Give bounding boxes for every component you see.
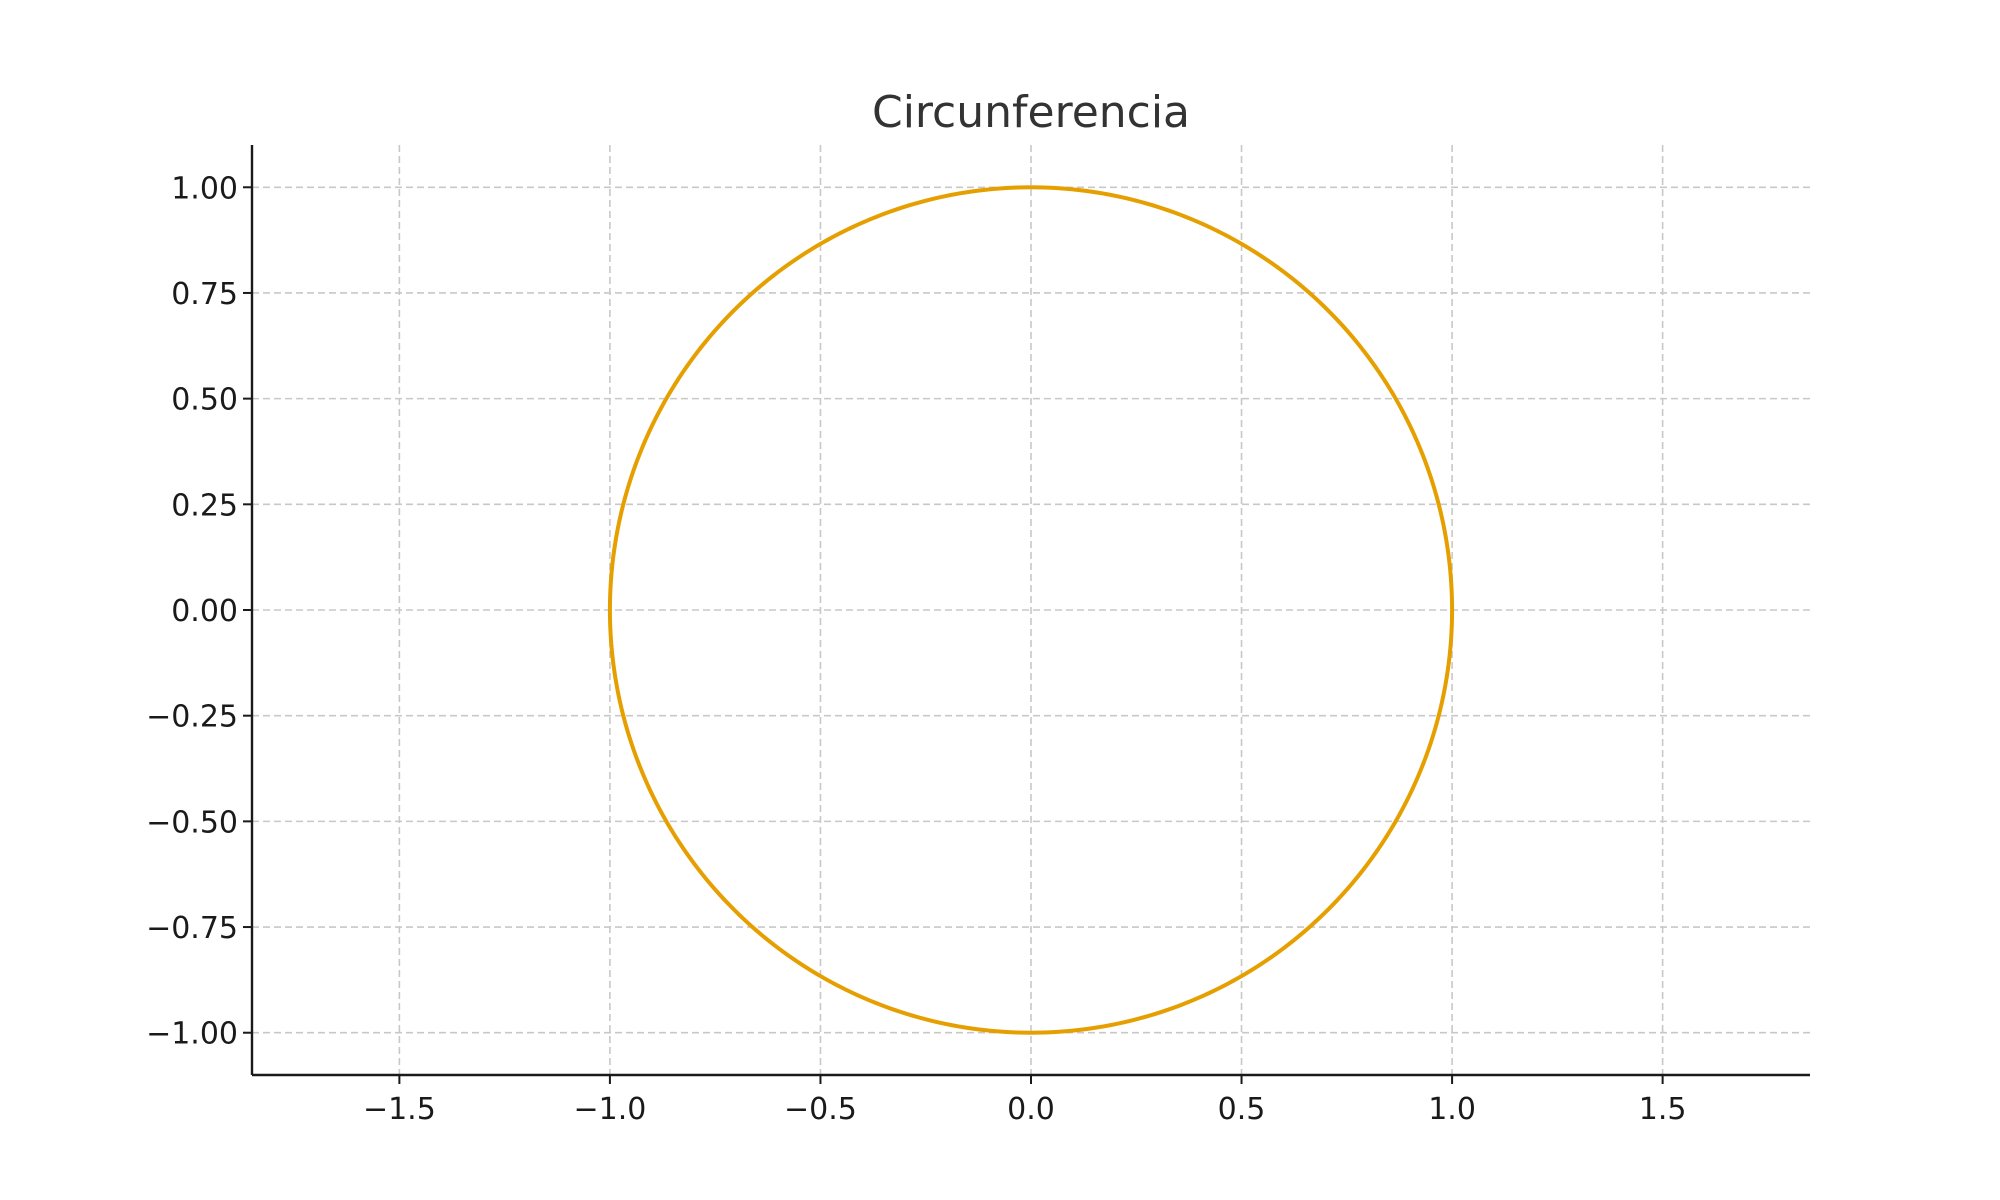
- y-tick-label: −0.75: [146, 911, 238, 946]
- y-tick-label: 0.25: [171, 488, 238, 523]
- y-tick-label: 0.00: [171, 594, 238, 629]
- x-tick-label: 1.5: [1639, 1092, 1687, 1127]
- y-tick-label: −1.00: [146, 1017, 238, 1052]
- x-tick-label: −1.5: [363, 1092, 436, 1127]
- x-tick-label: 0.0: [1007, 1092, 1055, 1127]
- y-tick-label: 0.50: [171, 383, 238, 418]
- series-layer: [607, 185, 1455, 1035]
- x-axis-ticks: −1.5 −1.0 −0.5 0.0 0.5 1.0 1.5: [363, 1075, 1687, 1127]
- x-tick-label: 0.5: [1218, 1092, 1266, 1127]
- y-tick-label: −0.50: [146, 805, 238, 840]
- x-tick-label: 1.0: [1428, 1092, 1476, 1127]
- x-tick-label: −1.0: [573, 1092, 646, 1127]
- y-tick-label: 1.00: [171, 171, 238, 206]
- y-tick-label: 0.75: [171, 277, 238, 312]
- x-tick-label: −0.5: [784, 1092, 857, 1127]
- circle-series-line: [607, 185, 1455, 1035]
- chart-title: Circunferencia: [872, 87, 1190, 138]
- grid-lines: [252, 145, 1810, 1075]
- y-tick-label: −0.25: [146, 700, 238, 735]
- y-axis-ticks: 1.00 0.75 0.50 0.25 0.00 −0.25 −0.50 −0.75 −1.00: [146, 171, 252, 1052]
